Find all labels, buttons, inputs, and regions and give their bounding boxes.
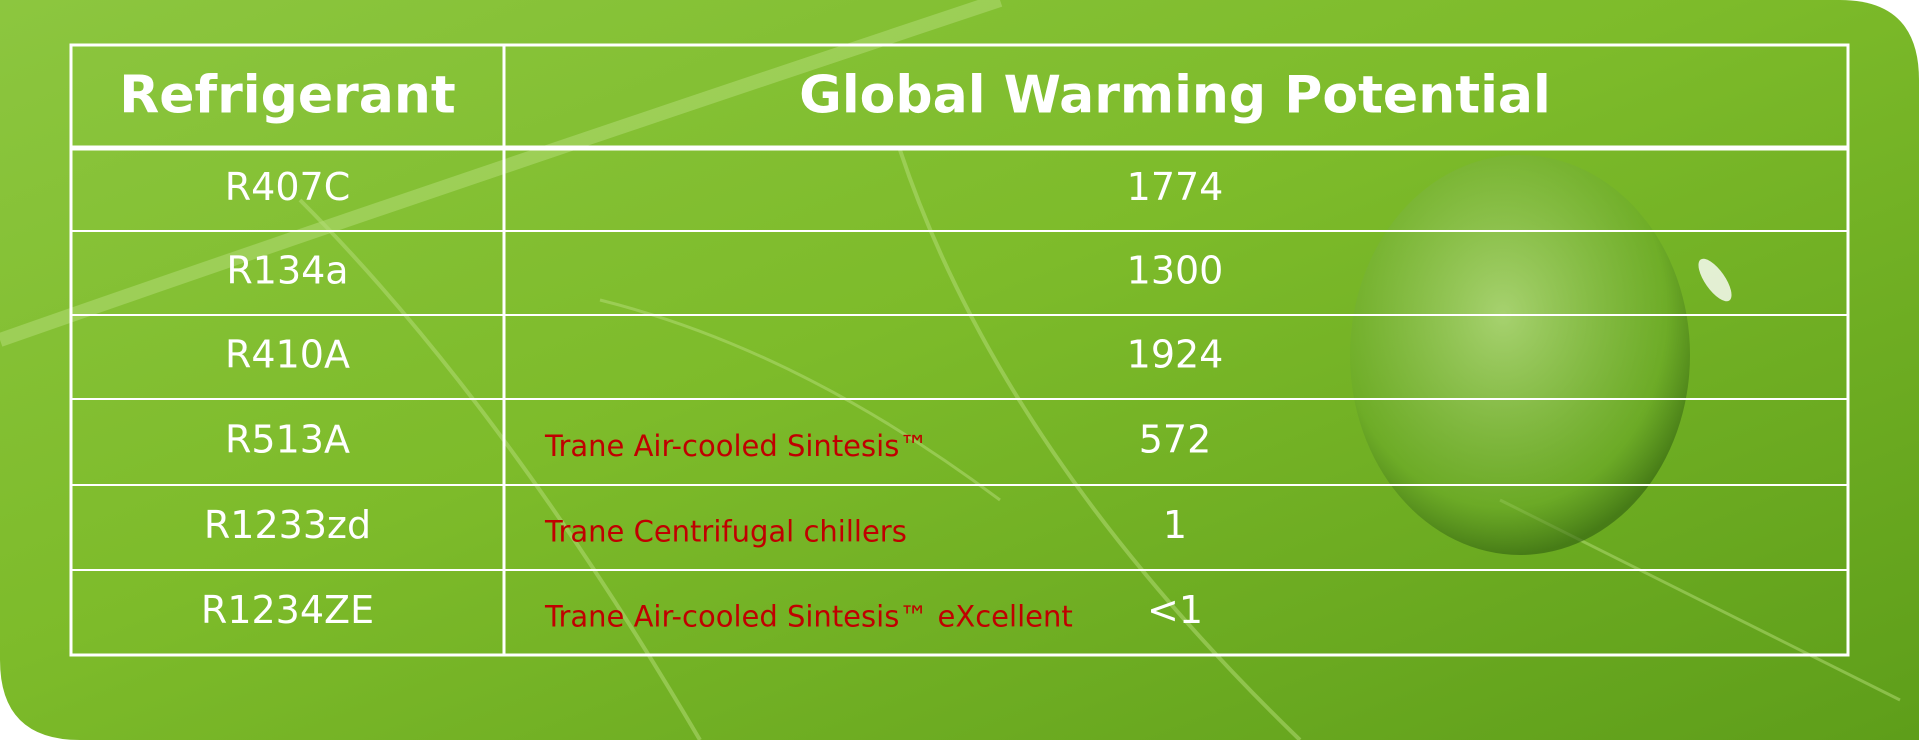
- refrigerant-cell: R134a: [226, 249, 348, 293]
- product-note: Trane Air-cooled Sintesis™: [544, 429, 928, 463]
- refrigerant-cell: R513A: [225, 418, 350, 462]
- refrigerant-cell: R1233zd: [204, 503, 371, 547]
- header-cell: Global Warming Potential: [799, 66, 1551, 126]
- gwp-cell: 1: [1163, 503, 1187, 547]
- table: Refrigerant Global Warming Potential R407C…: [69, 43, 1850, 657]
- refrigerant-cell: R410A: [225, 333, 350, 377]
- product-note: Trane Centrifugal chillers: [544, 515, 907, 549]
- product-note: Trane Air-cooled Sintesis™ eXcellent: [544, 600, 1073, 634]
- gwp-cell: 1774: [1127, 165, 1224, 209]
- gwp-cell: 572: [1139, 418, 1212, 462]
- refrigerant-cell: R1234ZE: [201, 588, 374, 632]
- water-drop: [1350, 155, 1690, 555]
- gwp-cell: <1: [1147, 588, 1203, 632]
- gwp-cell: 1924: [1127, 333, 1224, 377]
- table-border: [69, 43, 1850, 657]
- header-cell: Refrigerant: [119, 66, 456, 126]
- refrigerant-cell: R407C: [225, 165, 350, 209]
- gwp-cell: 1300: [1127, 249, 1224, 293]
- drop-highlight: [1698, 258, 1732, 302]
